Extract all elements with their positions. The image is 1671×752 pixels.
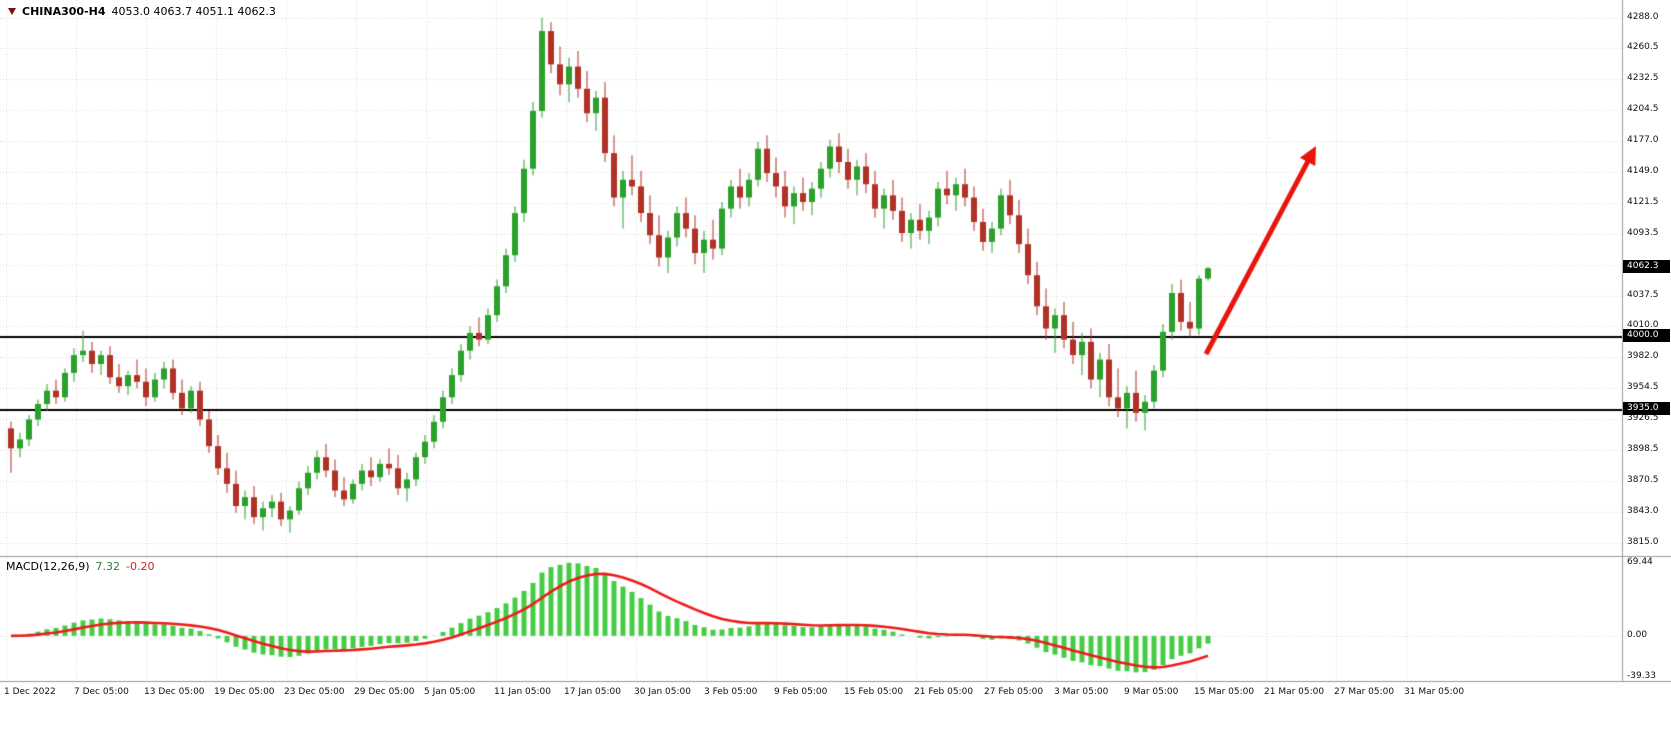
price-tick-label: 4260.5 xyxy=(1627,42,1659,53)
price-tick-label: 4232.5 xyxy=(1627,73,1659,84)
time-axis-label: 5 Jan 05:00 xyxy=(424,687,476,697)
price-tag-hline-3935: 3935.0 xyxy=(1623,401,1670,415)
time-axis-label: 17 Jan 05:00 xyxy=(564,687,621,697)
price-tick-label: 3954.5 xyxy=(1627,381,1659,392)
time-axis-label: 23 Dec 05:00 xyxy=(284,687,345,697)
price-tick-label: 4149.0 xyxy=(1627,166,1659,177)
chart-title: CHINA300-H4 4053.0 4063.7 4051.1 4062.3 xyxy=(8,5,276,18)
symbol-period-label: CHINA300-H4 xyxy=(22,5,106,18)
time-axis-label: 27 Feb 05:00 xyxy=(984,687,1044,697)
price-tick-label: 3815.0 xyxy=(1627,536,1659,547)
macd-name-label: MACD(12,26,9) xyxy=(6,560,90,573)
price-tag-hline-4000: 4000.0 xyxy=(1623,329,1670,343)
macd-tick-label: 0.00 xyxy=(1627,629,1648,640)
ohlc-readout: 4053.0 4063.7 4051.1 4062.3 xyxy=(111,5,276,18)
time-axis-label: 29 Dec 05:00 xyxy=(354,687,415,697)
symbol-marker-icon xyxy=(8,8,16,15)
macd-indicator-label: MACD(12,26,9) 7.32 -0.20 xyxy=(6,560,155,573)
macd-tick-label: -39.33 xyxy=(1627,671,1657,682)
time-axis-label: 15 Feb 05:00 xyxy=(844,687,904,697)
time-axis-label: 3 Feb 05:00 xyxy=(704,687,758,697)
time-axis-label: 9 Feb 05:00 xyxy=(774,687,828,697)
macd-value: 7.32 xyxy=(95,560,121,573)
time-axis-label: 19 Dec 05:00 xyxy=(214,687,275,697)
trend-arrow-object[interactable] xyxy=(1206,146,1316,354)
time-axis-label: 31 Mar 05:00 xyxy=(1404,687,1465,697)
time-axis-label: 3 Mar 05:00 xyxy=(1054,687,1109,697)
price-tick-label: 3898.5 xyxy=(1627,444,1659,455)
time-axis-label: 21 Mar 05:00 xyxy=(1264,687,1325,697)
price-tick-label: 3843.0 xyxy=(1627,505,1659,516)
macd-tick-label: 69.44 xyxy=(1627,556,1653,567)
time-axis-label: 1 Dec 2022 xyxy=(4,687,56,697)
time-axis-label: 21 Feb 05:00 xyxy=(914,687,974,697)
time-axis-label: 27 Mar 05:00 xyxy=(1334,687,1395,697)
price-tick-label: 3870.5 xyxy=(1627,475,1659,486)
horizontal-line-4000[interactable] xyxy=(0,334,1622,340)
time-axis-label: 11 Jan 05:00 xyxy=(494,687,551,697)
price-tick-label: 4010.0 xyxy=(1627,320,1659,331)
price-tick-label: 3982.0 xyxy=(1627,351,1659,362)
price-tick-label: 3926.5 xyxy=(1627,412,1659,423)
time-axis: 1 Dec 2022 7 Dec 05:00 13 Dec 05:00 19 Dec … xyxy=(0,684,1671,704)
price-axis: 4288.0 4260.5 4232.5 4204.5 4177.0 4149.0 4121… xyxy=(1623,0,1671,684)
time-axis-label: 7 Dec 05:00 xyxy=(74,687,129,697)
price-tag-last-price: 4062.3 xyxy=(1623,260,1670,274)
price-tick-label: 4177.0 xyxy=(1627,134,1659,145)
time-axis-label: 30 Jan 05:00 xyxy=(634,687,691,697)
price-tick-label: 4037.5 xyxy=(1627,289,1659,300)
price-tick-label: 4288.0 xyxy=(1627,11,1659,22)
macd-signal-value: -0.20 xyxy=(126,560,155,573)
horizontal-line-3935[interactable] xyxy=(0,407,1622,413)
time-axis-label: 15 Mar 05:00 xyxy=(1194,687,1255,697)
time-axis-label: 9 Mar 05:00 xyxy=(1124,687,1179,697)
price-tick-label: 4121.5 xyxy=(1627,196,1659,207)
time-axis-label: 13 Dec 05:00 xyxy=(144,687,205,697)
price-tick-label: 4204.5 xyxy=(1627,104,1659,115)
price-tick-label: 4093.5 xyxy=(1627,227,1659,238)
